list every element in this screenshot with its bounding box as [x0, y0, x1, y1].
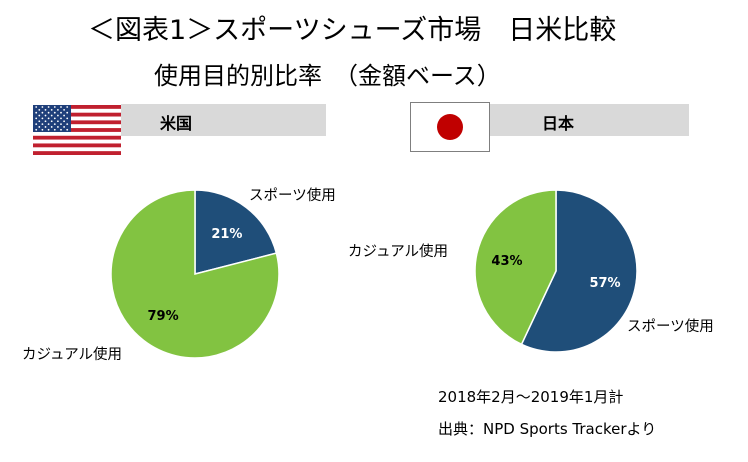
jp-sports-label: スポーツ使用 [627, 319, 714, 335]
jp-flag-icon [410, 102, 490, 152]
us-chart-title: 米国 [160, 114, 193, 133]
us-value-label-sports: 21% [211, 227, 242, 242]
chart-title: ＜図表1＞スポーツシューズ市場 日米比較 [88, 15, 617, 46]
us-casual-label: カジュアル使用 [22, 347, 123, 363]
jp-slice-casual [474, 189, 557, 346]
us-slice-casual [110, 189, 280, 359]
jp-chart-title: 日本 [542, 114, 575, 133]
jp-value-label-sports: 57% [589, 276, 620, 291]
jp-header-bar [490, 104, 689, 136]
source-note: 出典：NPD Sports Trackerより [438, 420, 657, 438]
us-flag-icon [33, 105, 121, 155]
pie-jp: 57% 43% [474, 189, 638, 353]
us-sports-label: スポーツ使用 [249, 188, 336, 204]
jp-value-label-casual: 43% [491, 254, 522, 269]
us-header-bar [121, 104, 326, 136]
chart-subtitle: 使用目的別比率 （金額ベース） [154, 62, 501, 90]
us-slice-sports [194, 189, 278, 275]
jp-casual-label: カジュアル使用 [348, 244, 449, 260]
jp-slice-sports [520, 189, 638, 353]
us-value-label-casual: 79% [148, 309, 179, 324]
period-note: 2018年2月～2019年1月計 [438, 388, 624, 406]
pie-us: 21% 79% [110, 189, 280, 359]
